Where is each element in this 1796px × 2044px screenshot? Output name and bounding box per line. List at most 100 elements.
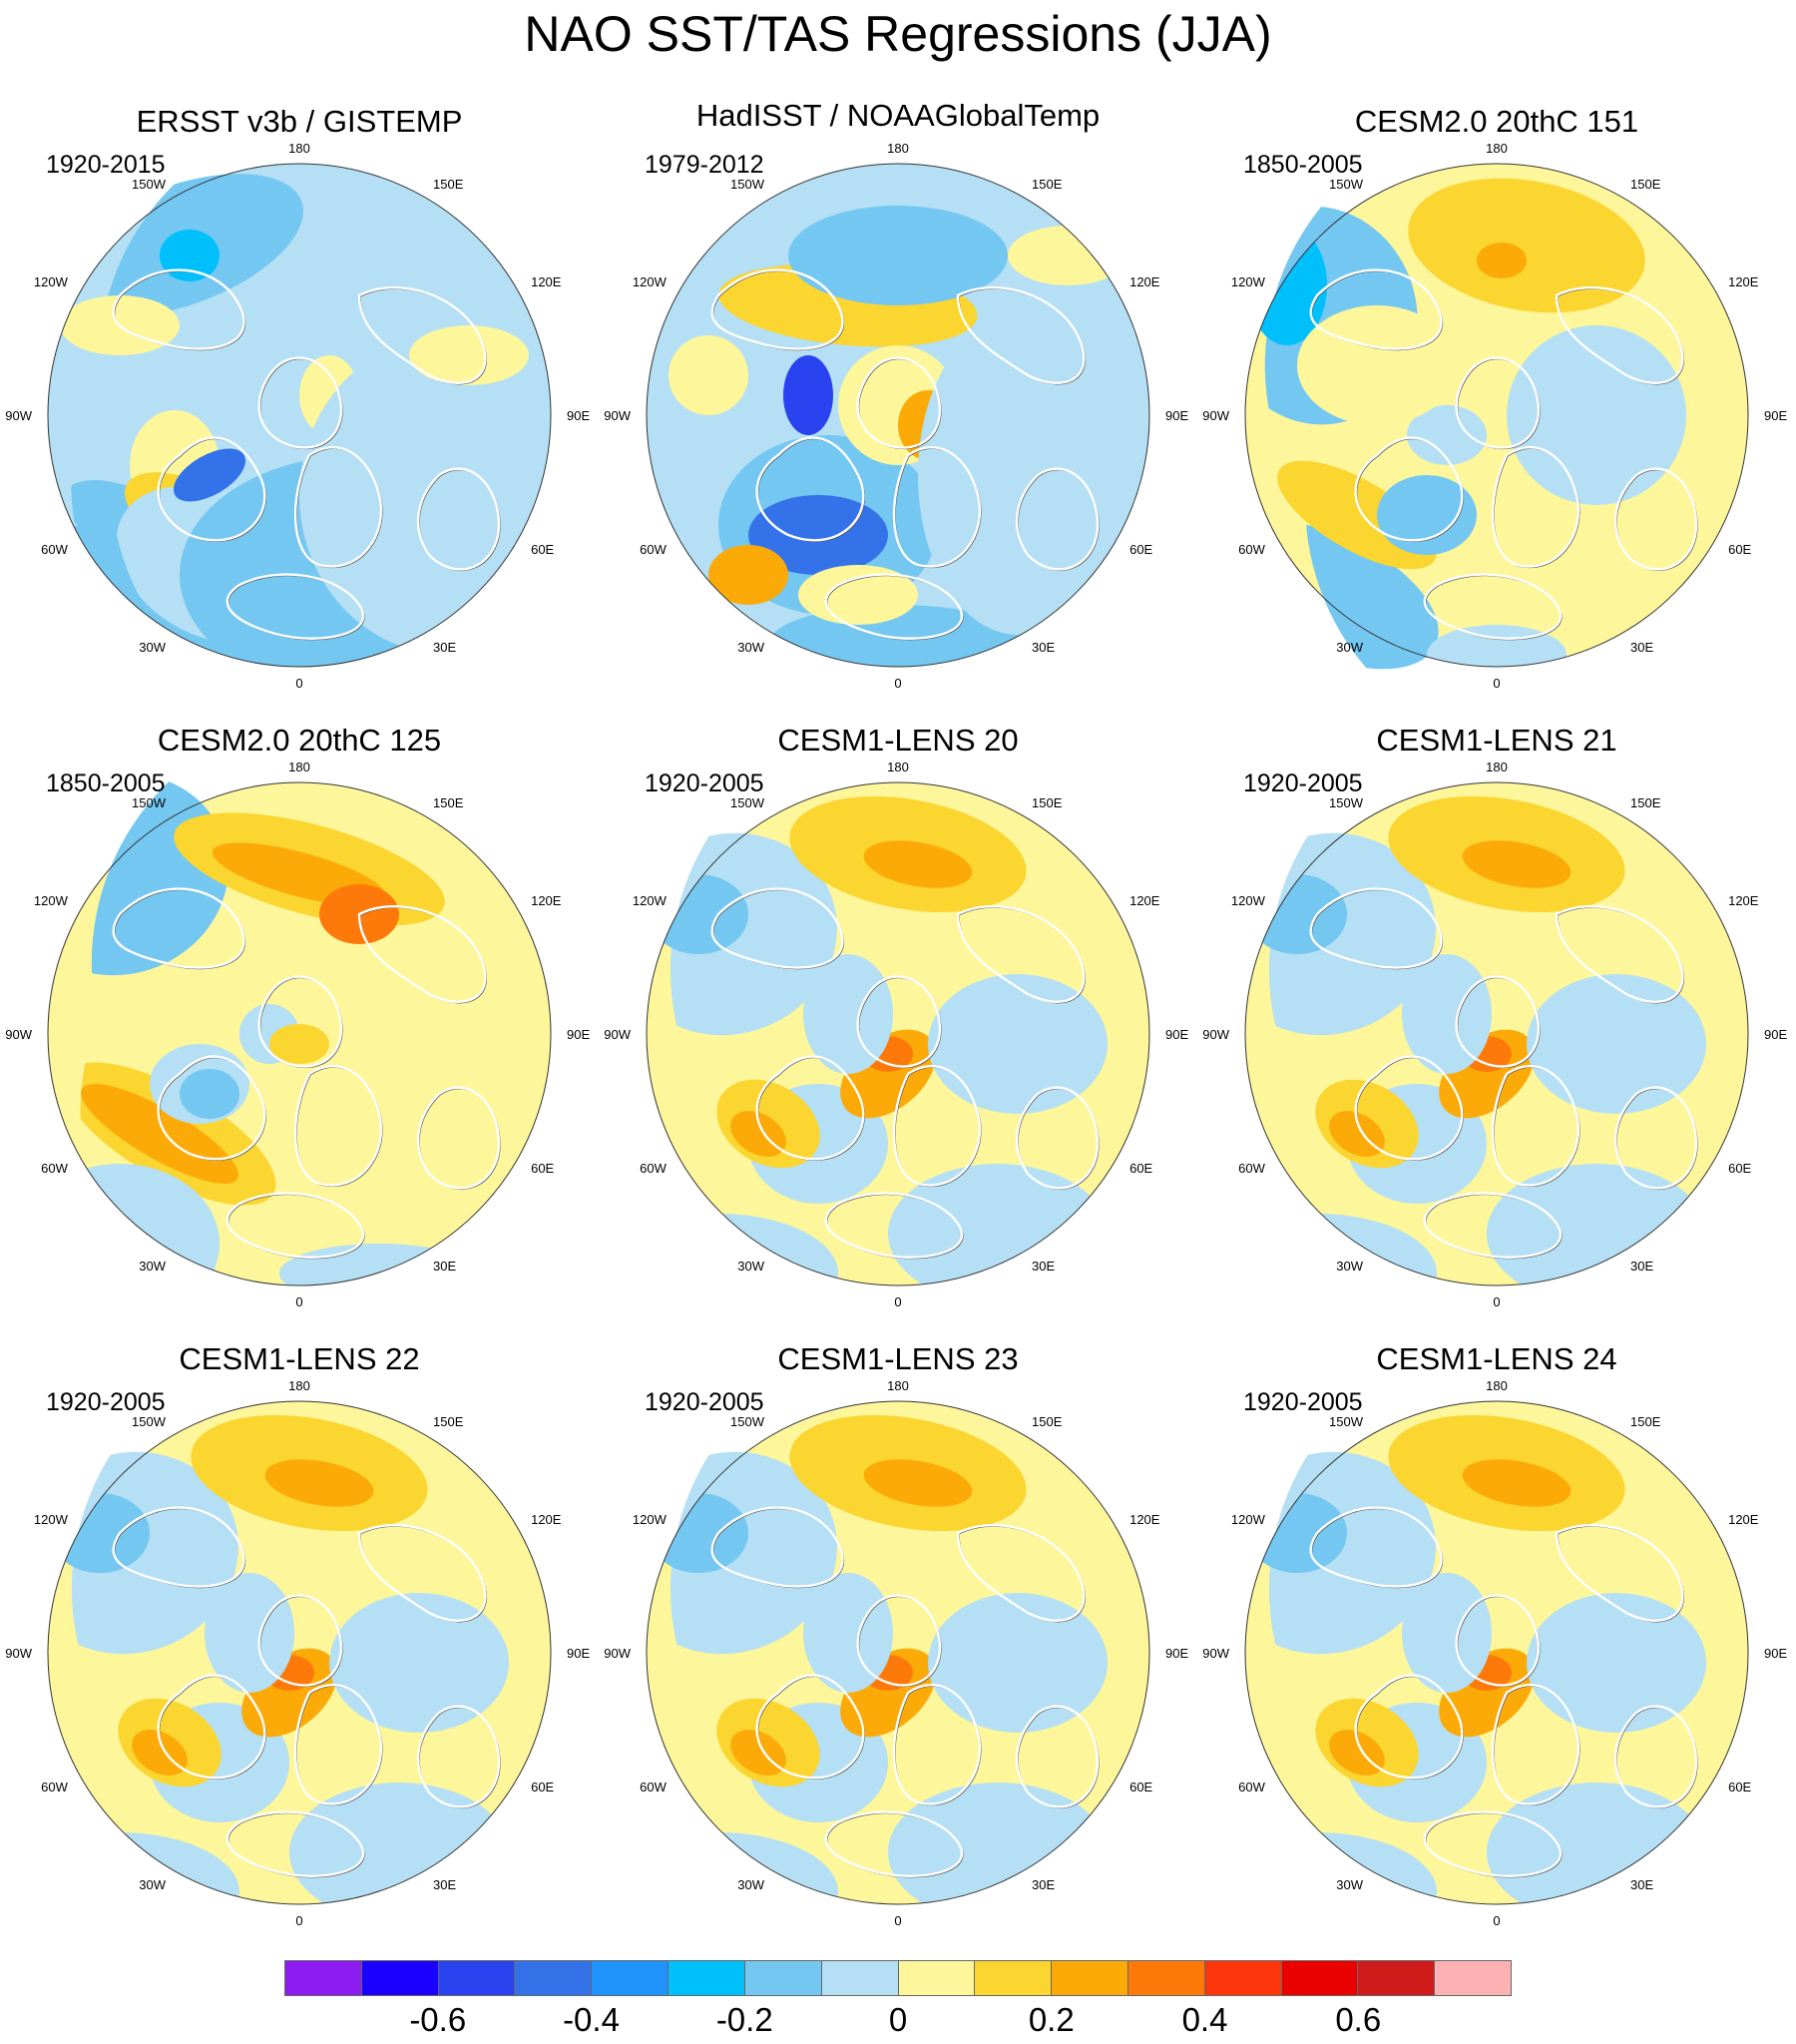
anomaly-region	[863, 840, 973, 888]
panel-period: 1920-2005	[1243, 769, 1363, 797]
longitude-label: 120W	[34, 274, 69, 289]
colorbar-box	[1358, 1961, 1436, 1995]
map-boundary	[646, 781, 1150, 1286]
anomaly-region	[81, 1084, 238, 1184]
anomaly-region	[730, 1111, 786, 1157]
coastline	[1613, 1705, 1698, 1808]
coastline	[293, 1064, 383, 1187]
coastline	[710, 887, 844, 969]
longitude-label: 60W	[41, 542, 68, 557]
longitude-label: 120W	[633, 274, 668, 289]
coastline	[824, 1192, 963, 1259]
longitude-label: 90E	[1764, 408, 1787, 423]
longitude-label: 120W	[34, 893, 69, 908]
map-boundary	[47, 1400, 552, 1905]
longitude-label: 150E	[1630, 177, 1661, 192]
anomaly-region	[669, 335, 748, 415]
anomaly-region	[928, 1593, 1108, 1733]
longitude-label: 60E	[1728, 1780, 1751, 1794]
anomaly-region	[269, 1024, 329, 1064]
longitude-label: 150W	[132, 795, 167, 810]
panel-title: CESM1-LENS 22	[179, 1341, 420, 1376]
coastline	[416, 1705, 501, 1808]
longitude-label: 30E	[1032, 1877, 1055, 1892]
panel-title: CESM1-LENS 24	[1376, 1341, 1617, 1376]
colorbar-box	[592, 1961, 670, 1995]
longitude-label: 30E	[1630, 1259, 1653, 1274]
coastline	[357, 286, 487, 385]
polar-map: 180 150E 120E 90E 60E 30E 0 30W 60W 90W 120W 150W	[1202, 141, 1787, 691]
coastline	[1455, 1594, 1540, 1687]
colorbar-tick-label: 0.6	[1335, 2001, 1382, 2038]
coastline	[710, 1506, 844, 1588]
longitude-label: 180	[288, 1378, 310, 1393]
panel-title: CESM1-LENS 20	[777, 723, 1019, 758]
coastline	[1455, 356, 1540, 449]
panel-period: 1920-2005	[1243, 1388, 1363, 1416]
coastline	[157, 1055, 266, 1161]
longitude-label: 120W	[1231, 893, 1266, 908]
anomaly-region	[803, 954, 893, 1074]
coastline	[293, 445, 383, 568]
coastline	[112, 887, 245, 969]
longitude-label: 30E	[433, 1877, 456, 1892]
colorbar-box	[361, 1961, 439, 1995]
anomaly-region	[48, 1832, 239, 1904]
longitude-label: 30W	[1336, 1877, 1363, 1892]
map-panel-p9: CESM1-LENS 24 180 150E 120E 90E 60E 30E 0 30W 60W…	[1197, 1335, 1796, 1954]
longitude-label: 90W	[604, 1027, 631, 1042]
coastline	[1555, 286, 1684, 385]
coastline	[892, 445, 982, 568]
longitude-label: 180	[1486, 141, 1508, 156]
longitude-label: 30E	[433, 1259, 456, 1274]
longitude-label: 30W	[737, 1877, 764, 1892]
longitude-label: 0	[1493, 676, 1500, 691]
coastline	[1423, 1810, 1562, 1877]
longitude-label: 60W	[1238, 542, 1265, 557]
anomaly-region	[803, 1573, 893, 1693]
anomaly-region	[863, 1459, 973, 1507]
longitude-label: 60W	[1238, 1780, 1265, 1794]
longitude-label: 150W	[730, 795, 765, 810]
longitude-label: 150W	[1329, 795, 1364, 810]
coastline	[1309, 268, 1443, 350]
longitude-label: 120W	[34, 1512, 69, 1527]
coastline	[856, 1594, 941, 1687]
colorbar-box	[1281, 1961, 1359, 1995]
longitude-label: 90E	[1764, 1027, 1787, 1042]
coastline	[1423, 1192, 1562, 1259]
longitude-label: 90E	[567, 408, 590, 423]
longitude-label: 90W	[5, 408, 32, 423]
longitude-label: 150E	[433, 1414, 464, 1429]
longitude-label: 90W	[5, 1027, 32, 1042]
longitude-label: 0	[1493, 1294, 1500, 1309]
anomaly-region	[1462, 840, 1572, 888]
coastline	[755, 1674, 865, 1780]
panel-title: CESM1-LENS 23	[777, 1341, 1019, 1376]
coastline	[1491, 1064, 1580, 1187]
colorbar-tick-label: -0.4	[563, 2001, 620, 2038]
longitude-label: 30E	[1032, 1259, 1055, 1274]
longitude-label: 120E	[1129, 893, 1160, 908]
anomaly-region	[1245, 1214, 1437, 1285]
coastline	[1455, 975, 1540, 1068]
anomaly-region	[1507, 325, 1686, 505]
coastline	[1015, 467, 1100, 571]
anomaly-region	[1245, 1832, 1437, 1904]
longitude-label: 60E	[1728, 542, 1751, 557]
map-boundary	[646, 1400, 1150, 1905]
longitude-label: 30E	[1032, 640, 1055, 655]
panel-title: HadISST / NOAAGlobalTemp	[695, 98, 1101, 133]
longitude-label: 120W	[633, 893, 668, 908]
longitude-label: 90E	[1764, 1646, 1787, 1661]
polar-map: 180 150E 120E 90E 60E 30E 0 30W 60W 90W 120W 150W	[1202, 1378, 1787, 1928]
coastline	[416, 1086, 501, 1190]
coastline	[956, 905, 1086, 1004]
colorbar-box	[515, 1961, 593, 1995]
longitude-label: 30W	[1336, 1259, 1363, 1274]
longitude-label: 0	[894, 1294, 901, 1309]
map-panel-p5: CESM1-LENS 20 180 150E 120E 90E 60E 30E 0 30W 60W…	[599, 717, 1197, 1335]
map-panel-p4: CESM2.0 20thC 125 180 150E 120E 90E 60E 30E 0 30…	[0, 717, 599, 1335]
polar-map: 180 150E 120E 90E 60E 30E 0 30W 60W 90W 120W 150W	[5, 141, 590, 691]
map-boundary	[47, 781, 552, 1286]
